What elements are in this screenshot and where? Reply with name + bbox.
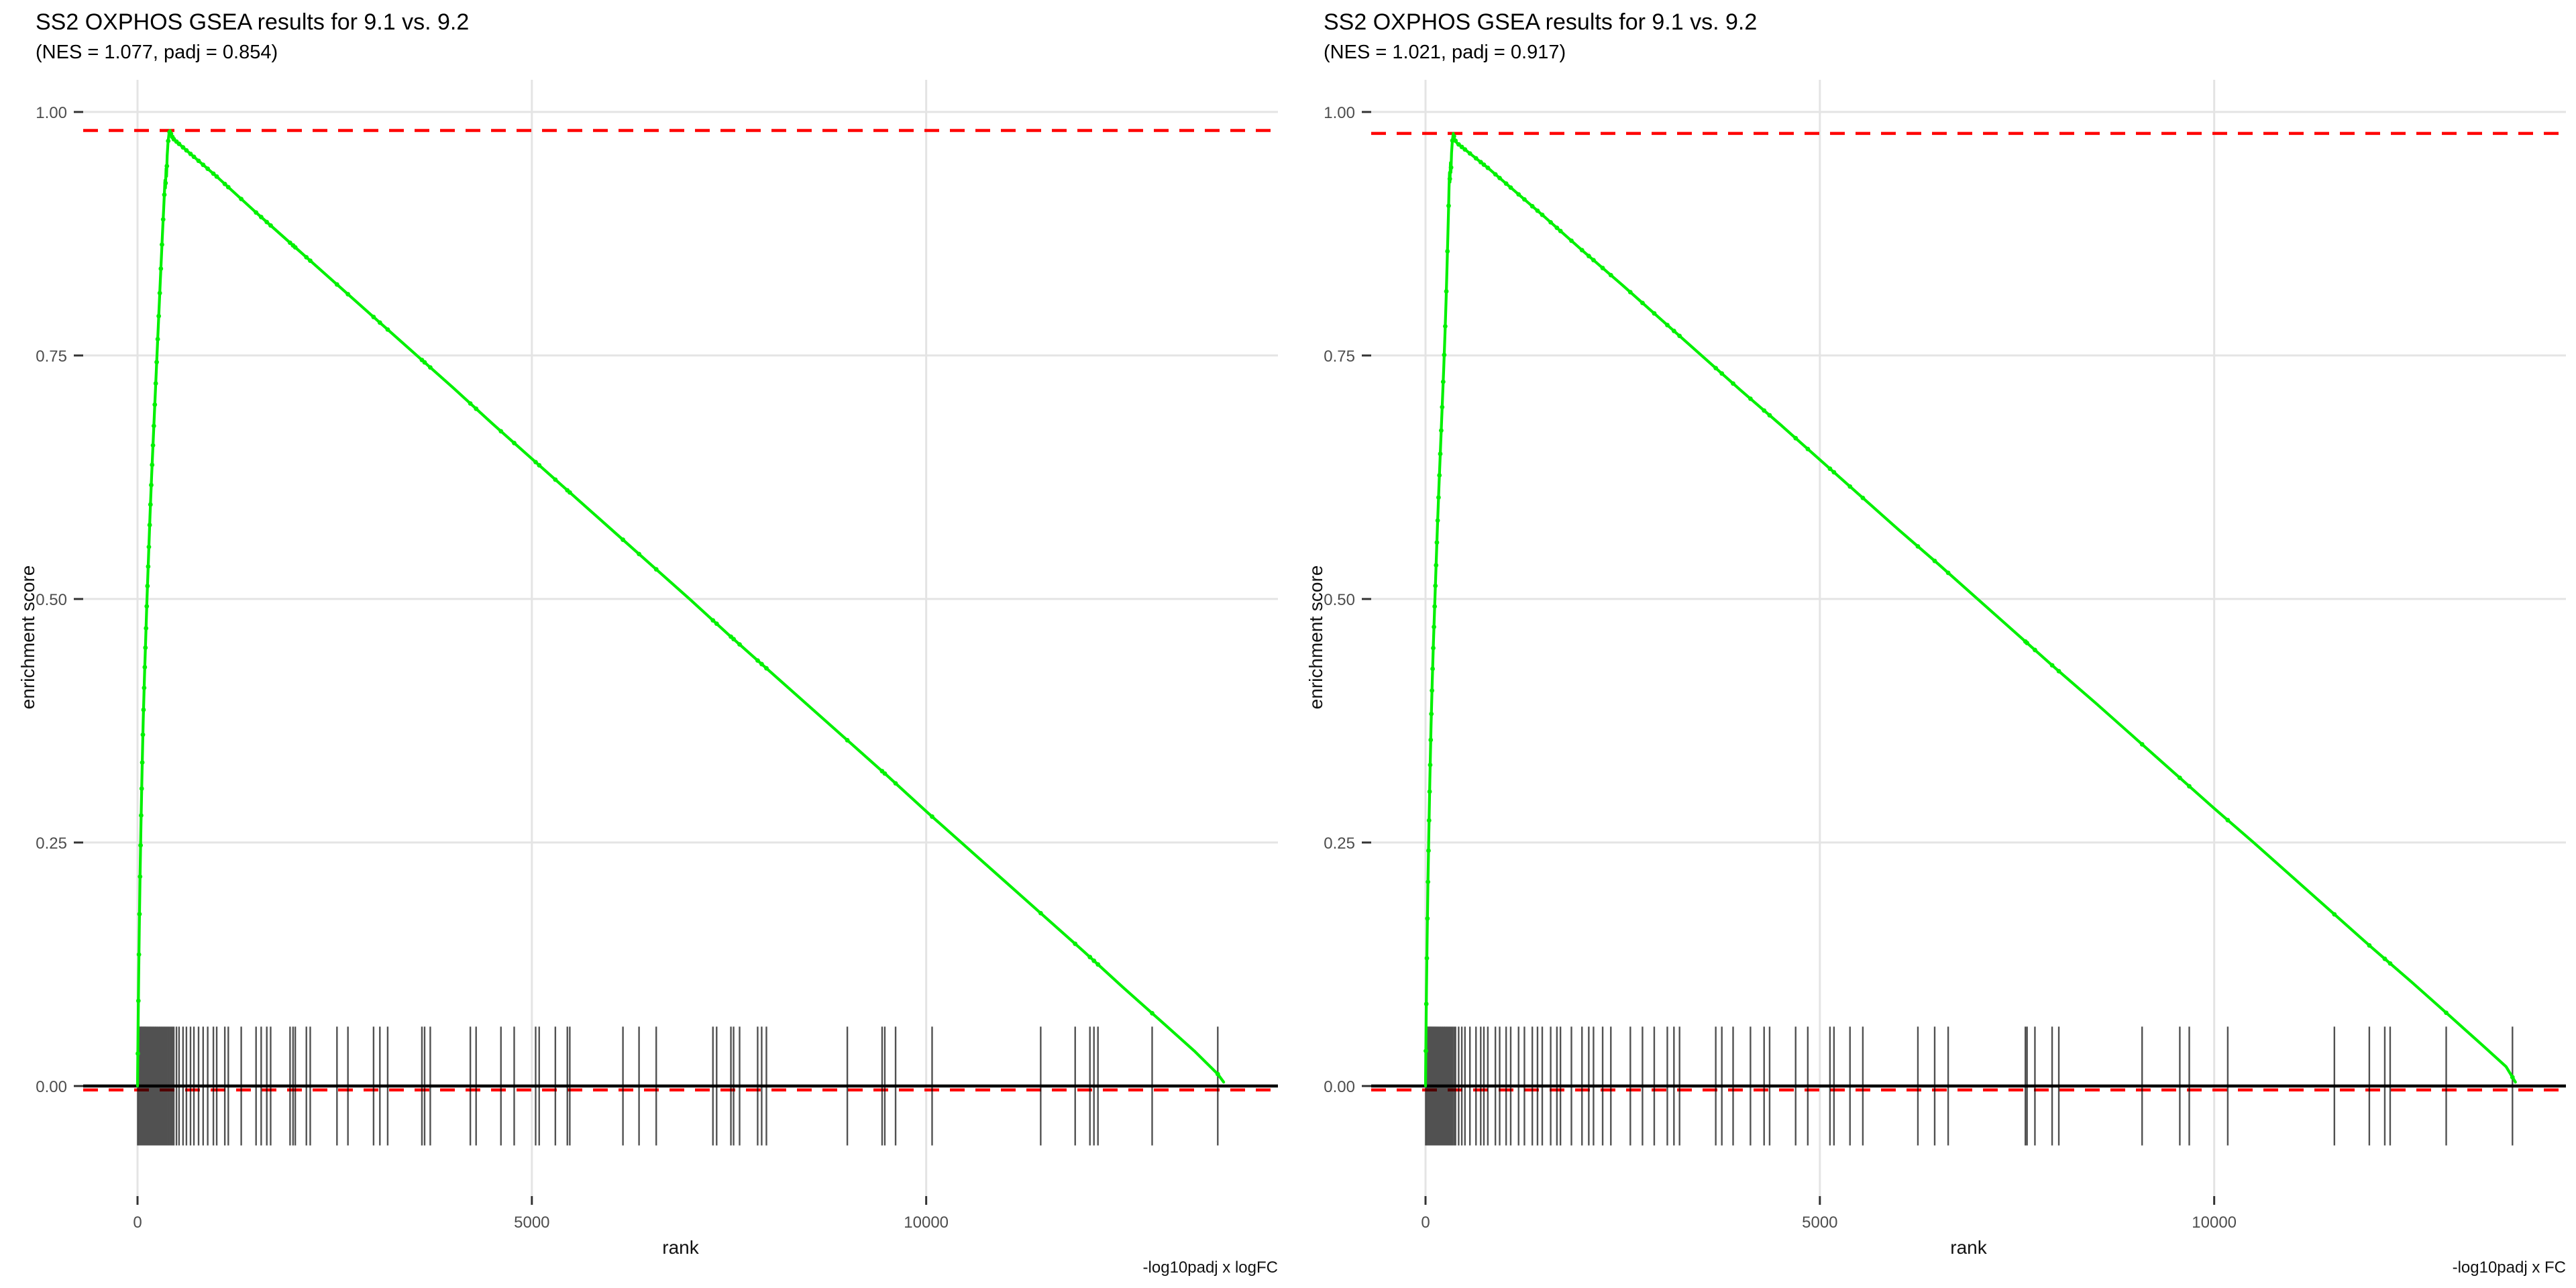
x-tick-label: 10000 [2192,1214,2237,1232]
y-tick-label: 0.75 [1324,347,1355,366]
y-tick-label: 0.50 [1324,591,1355,609]
y-tick-label: 0.00 [36,1078,67,1096]
y-tick-label: 0.25 [36,835,67,853]
y-tick-label: 1.00 [36,104,67,122]
x-tick-label: 0 [1421,1214,1430,1232]
rank-metric-caption: -log10padj x FC [2452,1258,2566,1277]
gsea-panel-left: SS2 OXPHOS GSEA results for 9.1 vs. 9.2 … [17,9,1278,1277]
x-tick-label: 5000 [514,1214,549,1232]
panel-subtitle: (NES = 1.021, padj = 0.917) [1324,42,1566,63]
curve-point-markers [136,129,1220,1077]
x-tick-label: 0 [133,1214,142,1232]
x-tick-label: 5000 [1802,1214,1837,1232]
rank-metric-caption: -log10padj x logFC [1142,1258,1278,1277]
y-tick-label: 0.25 [1324,835,1355,853]
x-tick-label: 10000 [904,1214,949,1232]
gsea-panel-right: SS2 OXPHOS GSEA results for 9.1 vs. 9.2 … [1288,0,2576,1288]
y-tick-label: 0.00 [1324,1078,1355,1096]
y-tick-label: 0.50 [36,591,67,609]
y-tick-label: 1.00 [1324,104,1355,122]
plot-area: 0.00 0.25 0.50 0.75 1.00 0 5000 10000 [36,80,1278,1232]
enrichment-curve [1424,131,2517,1088]
panel-title: SS2 OXPHOS GSEA results for 9.1 vs. 9.2 [36,9,470,35]
x-axis-title: rank [662,1237,699,1258]
enrichment-curve [136,129,1226,1088]
y-tick-label: 0.75 [36,347,67,366]
plot-area: 0.00 0.25 0.50 0.75 1.00 0 5000 10000 [1324,80,2566,1232]
gene-rug [137,1026,1219,1146]
x-axis-title: rank [1950,1237,1987,1258]
gene-rug [1425,1026,2514,1146]
panel-title: SS2 OXPHOS GSEA results for 9.1 vs. 9.2 [1324,9,1758,35]
curve-point-markers [1424,133,2515,1080]
panel-subtitle: (NES = 1.077, padj = 0.854) [36,42,278,63]
